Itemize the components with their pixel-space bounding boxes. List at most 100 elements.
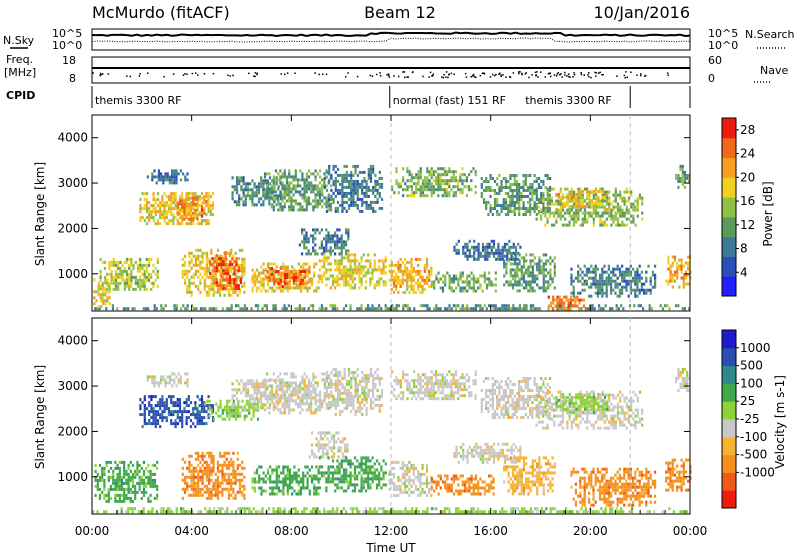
heatmap-cell: [345, 228, 348, 232]
heatmap-cell: [272, 199, 275, 203]
heatmap-cell: [123, 460, 126, 464]
heatmap-cell: [148, 207, 151, 211]
heatmap-cell: [395, 275, 398, 279]
heatmap-cell: [347, 203, 351, 207]
heatmap-cell: [279, 285, 282, 288]
heatmap-cell: [459, 510, 462, 514]
heatmap-cell: [268, 190, 271, 194]
nave-point: [491, 73, 494, 76]
heatmap-cell: [98, 487, 102, 491]
heatmap-cell: [516, 265, 519, 269]
heatmap-cell: [272, 175, 275, 179]
heatmap-cell: [262, 262, 265, 266]
heatmap-cell: [343, 164, 346, 168]
heatmap-cell: [224, 284, 227, 288]
heatmap-cell: [570, 279, 573, 283]
heatmap-cell: [159, 416, 162, 420]
heatmap-cell: [286, 286, 289, 290]
heatmap-cell: [636, 267, 639, 271]
heatmap-cell: [380, 197, 384, 201]
heatmap-cell: [437, 179, 440, 183]
heatmap-cell: [399, 269, 402, 273]
heatmap-cell: [165, 404, 168, 408]
heatmap-cell: [371, 274, 374, 278]
heatmap-cell: [301, 175, 304, 179]
heatmap-cell: [303, 193, 306, 197]
heatmap-cell: [334, 243, 337, 247]
heatmap-cell: [603, 291, 606, 295]
heatmap-cell: [173, 378, 176, 382]
heatmap-cell: [513, 210, 516, 213]
heatmap-cell: [262, 200, 265, 204]
heatmap-cell: [515, 186, 519, 189]
heatmap-cell: [361, 179, 364, 183]
heatmap-cell: [492, 242, 496, 246]
heatmap-cell: [248, 507, 251, 511]
heatmap-cell: [500, 183, 503, 186]
heatmap-cell: [537, 211, 540, 215]
heatmap-cell: [136, 469, 139, 473]
heatmap-cell: [581, 211, 584, 215]
heatmap-cell: [428, 182, 431, 186]
heatmap-cell: [561, 208, 565, 212]
heatmap-cell: [216, 260, 220, 264]
heatmap-cell: [592, 208, 595, 212]
heatmap-cell: [168, 381, 171, 385]
heatmap-cell: [334, 259, 337, 263]
heatmap-cell: [320, 265, 324, 269]
heatmap-cell: [303, 181, 306, 185]
heatmap-cell: [327, 510, 330, 514]
heatmap-cell: [560, 510, 563, 514]
heatmap-cell: [339, 173, 342, 177]
nave-point: [450, 72, 453, 75]
heatmap-cell: [502, 186, 505, 189]
heatmap-cell: [509, 271, 512, 275]
heatmap-cell: [419, 170, 422, 174]
heatmap-cell: [356, 182, 359, 186]
heatmap-cell: [251, 203, 254, 207]
heatmap-cell: [510, 257, 513, 261]
heatmap-cell: [175, 375, 178, 379]
heatmap-cell: [277, 185, 280, 189]
heatmap-cell: [424, 188, 427, 192]
heatmap-cell: [238, 287, 242, 291]
heatmap-cell: [136, 278, 140, 282]
heatmap-cell: [155, 181, 158, 185]
heatmap-cell: [540, 198, 543, 201]
heatmap-cell: [518, 186, 521, 189]
heatmap-cell: [338, 237, 341, 241]
heatmap-cell: [288, 190, 291, 194]
heatmap-cell: [362, 274, 365, 278]
heatmap-cell: [109, 466, 113, 470]
heatmap-cell: [174, 195, 177, 199]
heatmap-cell: [671, 255, 674, 259]
heatmap-cell: [318, 510, 321, 514]
heatmap-cell: [607, 282, 610, 286]
heatmap-cell: [237, 257, 240, 261]
heatmap-cell: [546, 217, 549, 221]
heatmap-cell: [397, 260, 400, 264]
nave-point: [406, 76, 408, 78]
heatmap-cell: [559, 205, 562, 209]
heatmap-cell: [484, 251, 487, 255]
heatmap-cell: [120, 493, 124, 497]
heatmap-cell: [187, 404, 190, 408]
heatmap-cell: [581, 276, 584, 280]
heatmap-cell: [253, 280, 256, 284]
heatmap-cell: [511, 198, 514, 201]
heatmap-cell: [506, 251, 509, 255]
heatmap-cell: [283, 187, 286, 191]
heatmap-cell: [413, 307, 416, 311]
heatmap-cell: [123, 490, 126, 494]
heatmap-cell: [303, 190, 306, 194]
heatmap-cell: [605, 270, 608, 274]
heatmap-cell: [364, 280, 368, 284]
heatmap-cell: [94, 463, 97, 467]
heatmap-cell: [102, 287, 105, 291]
heatmap-cell: [641, 199, 644, 203]
heatmap-cell: [314, 252, 317, 256]
heatmap-cell: [94, 307, 97, 311]
heatmap-cell: [196, 214, 199, 218]
heatmap-cell: [520, 274, 523, 278]
heatmap-cell: [495, 248, 498, 252]
